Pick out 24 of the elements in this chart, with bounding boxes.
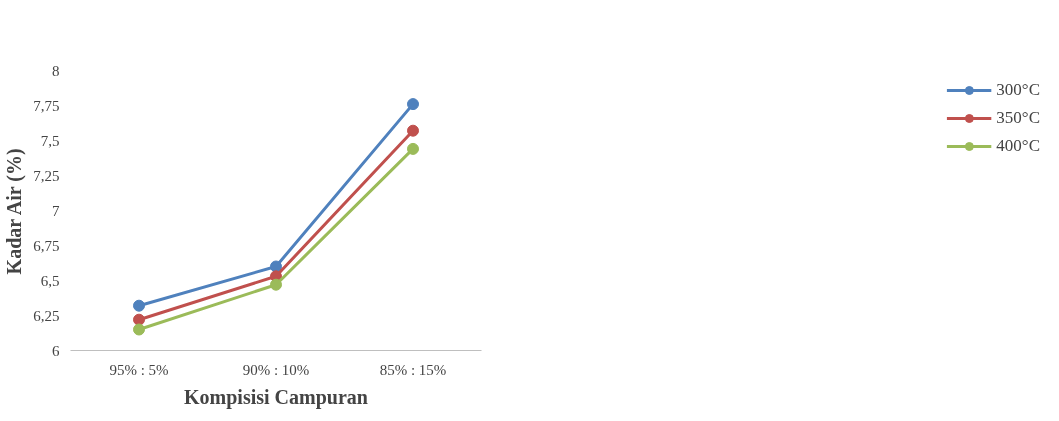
- y-tick-label: 6,5: [40, 272, 60, 289]
- y-tick-label: 7,75: [33, 97, 60, 114]
- y-tick-label: 7,25: [33, 167, 60, 184]
- y-tick-label: 8: [52, 62, 60, 79]
- point: [407, 124, 419, 137]
- y-tick-label: 7,5: [40, 132, 60, 149]
- x-tick-label: 95% : 5%: [109, 361, 169, 378]
- legend-label: 300°C: [996, 80, 1040, 100]
- legend-label: 350°C: [996, 108, 1040, 128]
- y-tick-label: 6,25: [33, 307, 60, 324]
- point: [407, 98, 419, 111]
- x-tick-label: 90% : 10%: [242, 361, 310, 378]
- point: [407, 142, 419, 155]
- y-tick-label: 6,75: [33, 237, 60, 254]
- x-tick-label: 85% : 15%: [379, 361, 447, 378]
- y-tick-label: 7: [52, 202, 60, 219]
- y-tick-label: 6: [52, 342, 60, 359]
- x-axis-title: Kompisisi Campuran: [184, 385, 368, 409]
- point: [133, 313, 145, 326]
- point: [133, 299, 145, 312]
- point: [133, 323, 145, 336]
- y-axis-title: Kadar Air (%): [3, 148, 27, 275]
- legend-label: 400°C: [996, 136, 1040, 156]
- point: [270, 278, 282, 291]
